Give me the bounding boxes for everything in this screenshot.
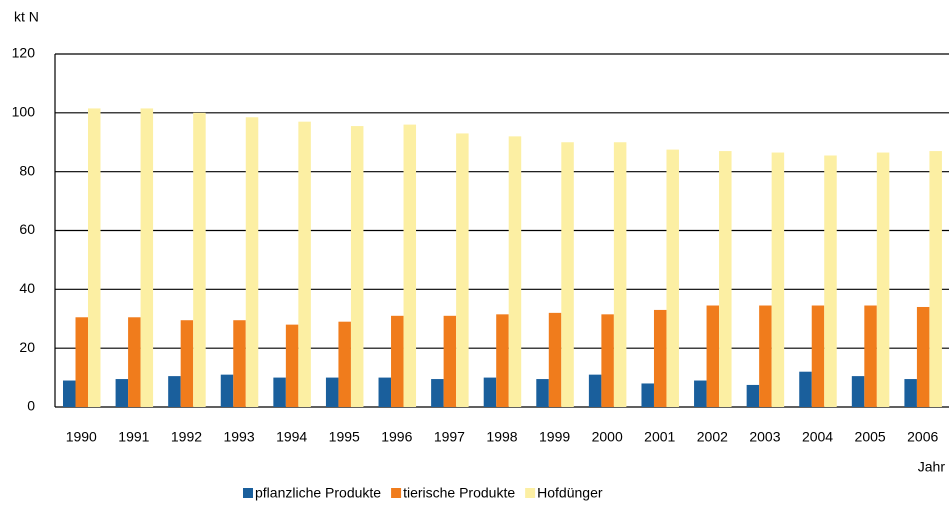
bar xyxy=(916,306,930,407)
bar xyxy=(904,379,917,407)
x-axis-label: Jahr xyxy=(918,459,946,475)
bar xyxy=(140,108,154,407)
bar xyxy=(338,321,351,407)
bar xyxy=(548,312,562,407)
x-tick-label: 2004 xyxy=(802,429,833,445)
bar xyxy=(220,374,234,407)
x-tick-label: 2003 xyxy=(749,429,780,445)
bar xyxy=(128,317,141,407)
bar xyxy=(706,305,720,407)
bar xyxy=(641,383,654,407)
bar xyxy=(403,124,417,407)
x-tick-label: 1995 xyxy=(329,429,360,445)
x-tick-label: 1997 xyxy=(434,429,465,445)
bar xyxy=(929,151,942,407)
legend-swatch xyxy=(391,488,402,498)
bar xyxy=(325,377,339,407)
bar xyxy=(456,133,469,408)
bar xyxy=(245,117,259,407)
bar xyxy=(285,324,299,407)
bar xyxy=(561,142,574,407)
x-tick-label: 2001 xyxy=(644,429,675,445)
bar xyxy=(443,315,457,407)
bar xyxy=(75,317,88,407)
bar xyxy=(759,305,772,407)
bar xyxy=(508,136,522,407)
bar xyxy=(864,305,877,407)
bar xyxy=(350,126,364,407)
bar xyxy=(88,108,101,407)
x-tick-label: 1996 xyxy=(381,429,412,445)
bar xyxy=(115,379,129,407)
bar xyxy=(666,149,679,407)
x-tick-label: 1992 xyxy=(171,429,202,445)
bar xyxy=(719,151,732,407)
bar xyxy=(799,371,812,407)
bar xyxy=(273,377,286,407)
bar xyxy=(496,314,509,407)
bar xyxy=(851,376,865,407)
y-tick-label: 40 xyxy=(19,280,35,296)
y-tick-label: 0 xyxy=(27,398,35,414)
bar xyxy=(431,379,444,407)
x-tick-label: 1999 xyxy=(539,429,570,445)
x-tick-label: 1998 xyxy=(486,429,517,445)
legend-label: Hofdünger xyxy=(537,485,603,501)
bar xyxy=(378,377,392,407)
bar xyxy=(233,320,246,407)
x-tick-label: 2005 xyxy=(855,429,886,445)
bar xyxy=(483,377,497,407)
x-tick-label: 1991 xyxy=(118,429,149,445)
x-tick-label: 2006 xyxy=(907,429,938,445)
bar xyxy=(746,384,760,407)
x-tick-label: 2002 xyxy=(697,429,728,445)
y-tick-label: 120 xyxy=(12,45,36,61)
bar xyxy=(63,380,76,407)
legend-swatch xyxy=(525,488,536,498)
legend-swatch xyxy=(243,488,253,498)
legend-label: tierische Produkte xyxy=(403,485,515,501)
bar xyxy=(876,152,890,407)
bar xyxy=(168,376,181,407)
bar xyxy=(588,374,602,407)
x-tick-label: 1993 xyxy=(223,429,254,445)
bar xyxy=(771,152,785,407)
bar xyxy=(193,112,206,407)
x-tick-label: 2000 xyxy=(592,429,623,445)
bar xyxy=(811,305,825,407)
y-tick-label: 20 xyxy=(19,339,35,355)
bar xyxy=(824,155,837,407)
bar xyxy=(653,309,667,407)
y-tick-label: 60 xyxy=(19,221,35,237)
y-tick-label: 80 xyxy=(19,162,35,178)
legend-label: pflanzliche Produkte xyxy=(255,485,381,501)
bar xyxy=(180,320,194,407)
y-tick-label: 100 xyxy=(12,104,36,120)
bar xyxy=(601,314,614,407)
y-axis-label: kt N xyxy=(14,9,39,25)
bar xyxy=(536,379,549,407)
bar xyxy=(298,121,311,408)
bar xyxy=(694,380,707,407)
bar xyxy=(613,142,627,407)
x-tick-label: 1994 xyxy=(276,429,307,445)
x-tick-label: 1990 xyxy=(66,429,97,445)
bar xyxy=(391,315,404,407)
